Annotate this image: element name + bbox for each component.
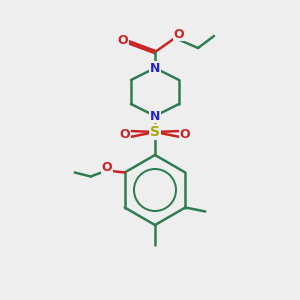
Text: N: N <box>150 110 160 122</box>
Text: O: O <box>101 161 112 174</box>
Text: O: O <box>118 34 128 47</box>
Text: O: O <box>174 28 184 40</box>
Text: O: O <box>120 128 130 140</box>
Text: N: N <box>150 61 160 74</box>
Text: S: S <box>150 125 160 139</box>
Text: O: O <box>180 128 190 140</box>
